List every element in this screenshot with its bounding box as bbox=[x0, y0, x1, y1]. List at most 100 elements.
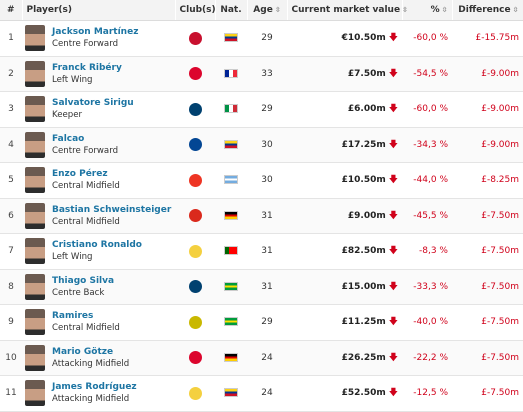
market-value[interactable]: £52.50m bbox=[341, 388, 386, 399]
difference-cell: £-15.75m bbox=[452, 20, 523, 57]
club-crest-icon[interactable] bbox=[188, 138, 202, 152]
sort-icon[interactable]: ⇳ bbox=[402, 6, 408, 14]
rank-cell: 3 bbox=[0, 91, 22, 128]
col-header-difference[interactable]: Difference ⇳ bbox=[452, 0, 523, 21]
age-cell: 24 bbox=[247, 340, 287, 376]
flag-icon bbox=[224, 246, 238, 256]
market-value[interactable]: £82.50m bbox=[341, 246, 386, 257]
rank-cell: 1 bbox=[0, 20, 22, 57]
player-photo[interactable] bbox=[25, 131, 45, 158]
club-cell bbox=[175, 233, 215, 270]
player-photo[interactable] bbox=[25, 238, 45, 265]
player-name-link[interactable]: Franck Ribéry bbox=[52, 62, 122, 73]
col-header-market-value[interactable]: Current market value ⇳ bbox=[287, 0, 408, 21]
club-crest-icon[interactable] bbox=[188, 351, 202, 365]
player-position: Central Midfield bbox=[52, 216, 120, 227]
club-cell bbox=[175, 20, 215, 57]
player-name-link[interactable]: Jackson Martínez bbox=[52, 27, 139, 38]
player-name-link[interactable]: Mario Götze bbox=[52, 346, 114, 357]
player-name-link[interactable]: Bastian Schweinsteiger bbox=[52, 204, 172, 215]
player-name-link[interactable]: James Rodríguez bbox=[52, 382, 137, 393]
rank-cell: 4 bbox=[0, 127, 22, 163]
market-value-cell: £7.50m 🡇 bbox=[287, 56, 402, 92]
age-cell: 24 bbox=[247, 375, 287, 412]
market-value[interactable]: £9.00m bbox=[347, 210, 386, 221]
player-photo[interactable] bbox=[25, 309, 45, 336]
player-photo[interactable] bbox=[25, 25, 45, 52]
nationality-cell bbox=[215, 340, 247, 376]
club-crest-icon[interactable] bbox=[188, 102, 202, 116]
player-photo[interactable] bbox=[25, 380, 45, 407]
flag-icon bbox=[224, 281, 238, 291]
col-header-nationality: Nat. bbox=[215, 0, 248, 21]
market-value[interactable]: £15.00m bbox=[341, 281, 386, 292]
table-row: 4 Falcao Centre Forward 30 £17.25m 🡇 -34,3 % £-… bbox=[0, 127, 523, 163]
club-crest-icon[interactable] bbox=[188, 386, 202, 400]
flag-icon bbox=[224, 210, 238, 220]
club-cell bbox=[175, 198, 215, 234]
club-crest-icon[interactable] bbox=[188, 280, 202, 294]
player-name-link[interactable]: Ramires bbox=[52, 311, 94, 322]
col-header-player: Player(s) bbox=[22, 0, 176, 21]
player-name-link[interactable]: Cristiano Ronaldo bbox=[52, 240, 142, 251]
sort-icon[interactable]: ⇳ bbox=[512, 6, 519, 14]
player-photo[interactable] bbox=[25, 202, 45, 229]
difference-cell: £-9.00m bbox=[452, 56, 523, 92]
table-row: 11 James Rodríguez Attacking Midfield 24 £52… bbox=[0, 375, 523, 412]
club-cell bbox=[175, 91, 215, 128]
player-photo[interactable] bbox=[25, 273, 45, 300]
age-cell: 29 bbox=[247, 91, 287, 128]
player-cell: Mario Götze Attacking Midfield bbox=[22, 340, 175, 376]
flag-icon bbox=[224, 33, 238, 43]
club-crest-icon[interactable] bbox=[188, 31, 202, 45]
club-crest-icon[interactable] bbox=[188, 209, 202, 223]
player-position: Attacking Midfield bbox=[52, 358, 130, 369]
club-crest-icon[interactable] bbox=[188, 173, 202, 187]
market-value-cell: €10.50m 🡇 bbox=[287, 20, 402, 57]
player-photo[interactable] bbox=[25, 96, 45, 123]
age-cell: 30 bbox=[247, 162, 287, 199]
col-header-percent[interactable]: % ⇳ bbox=[402, 0, 453, 21]
difference-cell: £-7.50m bbox=[452, 198, 523, 234]
sort-icon[interactable]: ⇳ bbox=[274, 6, 281, 14]
rank-cell: 5 bbox=[0, 162, 22, 199]
rank-cell: 10 bbox=[0, 340, 22, 376]
player-photo[interactable] bbox=[25, 167, 45, 194]
age-cell: 33 bbox=[247, 56, 287, 92]
arrow-down-icon: 🡇 bbox=[388, 210, 398, 221]
market-value[interactable]: £6.00m bbox=[347, 104, 386, 115]
player-name-link[interactable]: Falcao bbox=[52, 133, 85, 144]
player-name-link[interactable]: Enzo Pérez bbox=[52, 169, 108, 180]
club-crest-icon[interactable] bbox=[188, 244, 202, 258]
nationality-cell bbox=[215, 198, 247, 234]
table-row: 9 Ramires Central Midfield 29 £11.25m 🡇 -40,0 … bbox=[0, 304, 523, 341]
market-value-cell: £82.50m 🡇 bbox=[287, 233, 402, 270]
player-cell: James Rodríguez Attacking Midfield bbox=[22, 375, 175, 412]
arrow-down-icon: 🡇 bbox=[388, 246, 398, 257]
market-value-cell: £15.00m 🡇 bbox=[287, 269, 402, 305]
market-value[interactable]: £11.25m bbox=[341, 317, 386, 328]
player-position: Central Midfield bbox=[52, 181, 120, 192]
player-cell: Falcao Centre Forward bbox=[22, 127, 175, 163]
market-value[interactable]: €10.50m bbox=[341, 33, 386, 44]
market-value[interactable]: £17.25m bbox=[341, 139, 386, 150]
arrow-down-icon: 🡇 bbox=[388, 175, 398, 186]
col-header-age[interactable]: Age ⇳ bbox=[247, 0, 288, 21]
sort-icon[interactable]: ⇳ bbox=[441, 6, 448, 14]
market-value[interactable]: £26.25m bbox=[341, 352, 386, 363]
club-crest-icon[interactable] bbox=[188, 67, 202, 81]
market-value[interactable]: £7.50m bbox=[347, 68, 386, 79]
club-crest-icon[interactable] bbox=[188, 315, 202, 329]
table-row: 2 Franck Ribéry Left Wing 33 £7.50m 🡇 -54,5 % £… bbox=[0, 56, 523, 92]
rank-cell: 9 bbox=[0, 304, 22, 341]
player-name-link[interactable]: Salvatore Sirigu bbox=[52, 98, 134, 109]
player-name-link[interactable]: Thiago Silva bbox=[52, 275, 115, 286]
player-photo[interactable] bbox=[25, 344, 45, 371]
player-position: Left Wing bbox=[52, 74, 93, 85]
player-photo[interactable] bbox=[25, 60, 45, 87]
flag-icon bbox=[224, 175, 238, 185]
club-cell bbox=[175, 340, 215, 376]
market-value[interactable]: £10.50m bbox=[341, 175, 386, 186]
nationality-cell bbox=[215, 304, 247, 341]
player-cell: Ramires Central Midfield bbox=[22, 304, 175, 341]
